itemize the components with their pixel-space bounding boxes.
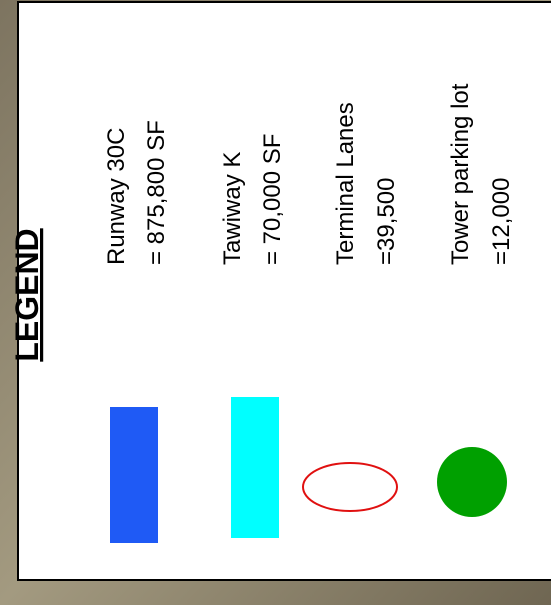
legend-label: = 875,800 SF (143, 120, 170, 265)
legend-label: Terminal Lanes (332, 102, 359, 265)
parking-swatch (437, 447, 507, 517)
legend-label: = 70,000 SF (259, 134, 286, 265)
legend-view: LEGEND Runway 30C = 875,800 SF Tawiway K… (0, 0, 551, 605)
taxiway-swatch (231, 397, 279, 538)
legend-title: LEGEND (9, 228, 45, 361)
legend-label: =39,500 (373, 178, 400, 265)
legend-label: Tawiway K (219, 152, 246, 265)
legend-label: =12,000 (488, 178, 515, 265)
legend-label: Tower parking lot (447, 83, 474, 265)
legend-label: Runway 30C (103, 128, 130, 265)
runway-swatch (110, 407, 158, 543)
page: {"legend": {"title": "LEGEND", "items": … (0, 0, 551, 605)
